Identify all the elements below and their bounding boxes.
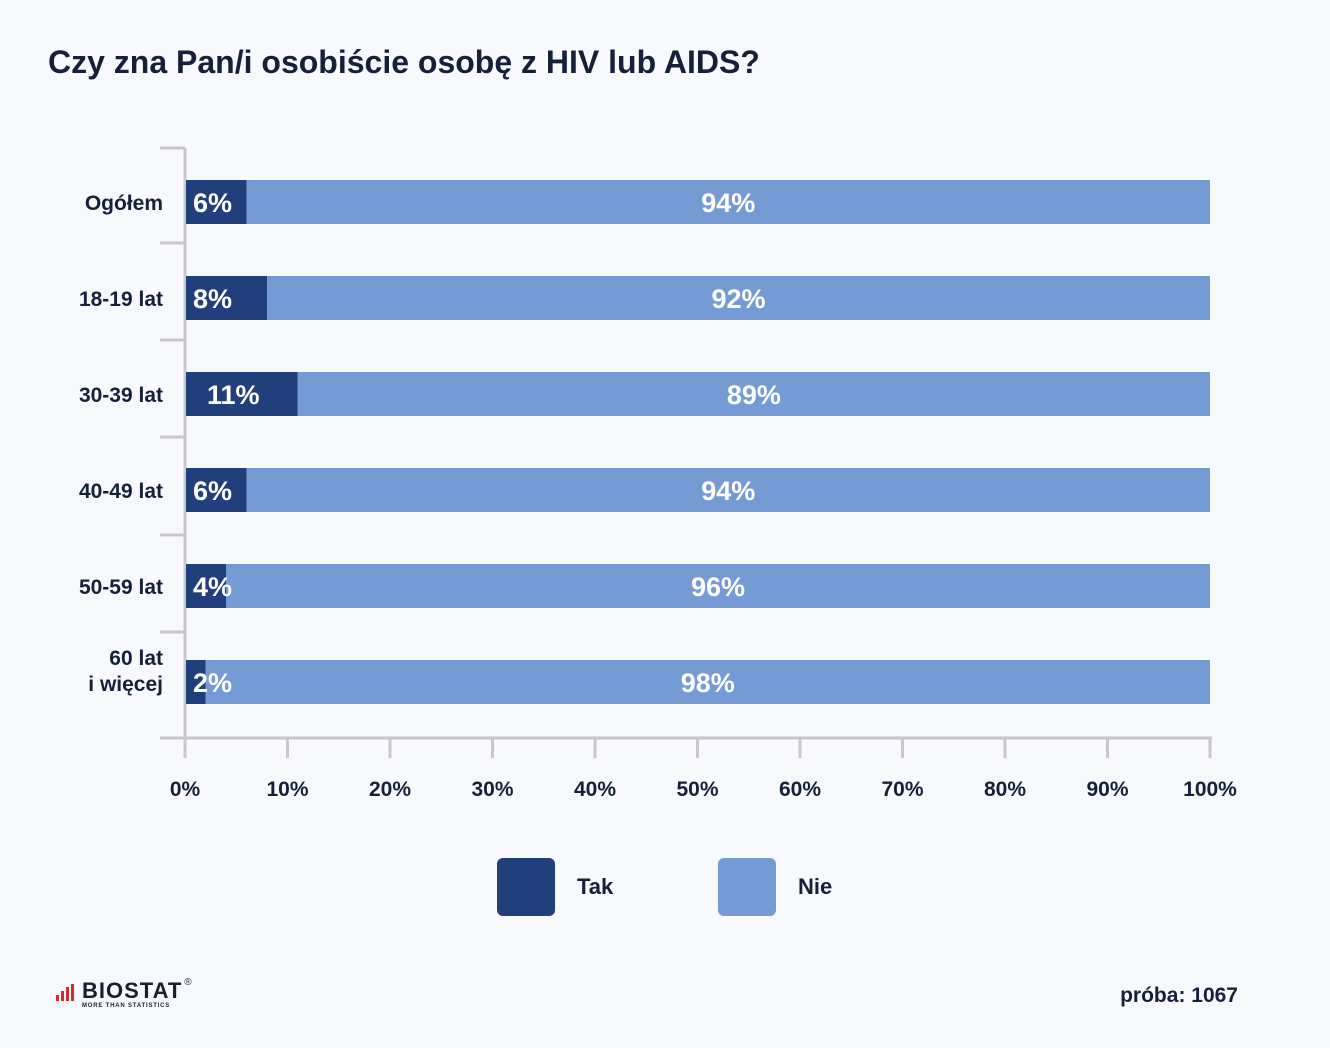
x-tick-label: 10% xyxy=(266,778,308,801)
chart-title: Czy zna Pan/i osobiście osobę z HIV lub … xyxy=(48,44,760,80)
category-label: Ogółem xyxy=(85,192,163,215)
bar-nie xyxy=(246,468,1210,512)
category-label: 60 lat xyxy=(109,647,163,670)
legend-item-tak: Tak xyxy=(497,858,613,916)
data-label-tak: 4% xyxy=(193,572,232,602)
x-tick-label: 90% xyxy=(1086,778,1128,801)
bar-nie xyxy=(267,276,1210,320)
data-label-tak: 6% xyxy=(193,188,232,218)
category-label: 30-39 lat xyxy=(79,384,163,407)
x-tick-label: 0% xyxy=(170,778,201,801)
category-label: 50-59 lat xyxy=(79,576,163,599)
x-tick-label: 100% xyxy=(1183,778,1237,801)
data-label-tak: 2% xyxy=(193,668,232,698)
x-tick-label: 70% xyxy=(881,778,923,801)
legend-swatch-nie xyxy=(718,858,776,916)
data-label-tak: 6% xyxy=(193,476,232,506)
legend-label-nie: Nie xyxy=(798,874,833,899)
bar-tak xyxy=(186,372,298,416)
category-label: 40-49 lat xyxy=(79,480,163,503)
bars-layer xyxy=(186,180,1210,704)
x-tick-label: 50% xyxy=(676,778,718,801)
bar-tak xyxy=(186,564,226,608)
logo-tagline: MORE THAN STATISTICS xyxy=(82,1003,171,1009)
x-tick-label: 30% xyxy=(471,778,513,801)
category-label: i więcej xyxy=(88,673,163,696)
x-tick-label: 80% xyxy=(984,778,1026,801)
x-tick-label: 20% xyxy=(369,778,411,801)
data-label-nie: 89% xyxy=(727,380,781,410)
stacked-bar-chart: 0% 10% 20% 30% 40% 50% 60% 70% 80% 90% 100% 6% 94% O… xyxy=(79,146,1237,801)
x-tick-label: 40% xyxy=(574,778,616,801)
bar-tak xyxy=(186,660,206,704)
data-label-nie: 98% xyxy=(681,668,735,698)
bar-tak xyxy=(186,180,247,224)
bar-nie xyxy=(226,564,1210,608)
data-label-nie: 96% xyxy=(691,572,745,602)
logo-name: BIOSTAT xyxy=(82,978,183,1003)
bar-tak xyxy=(186,468,247,512)
bar-nie xyxy=(297,372,1210,416)
logo-registered-mark: ® xyxy=(184,977,192,988)
legend-swatch-tak xyxy=(497,858,555,916)
category-label: 18-19 lat xyxy=(79,288,163,311)
x-tick-label: 60% xyxy=(779,778,821,801)
axis-layer: 0% 10% 20% 30% 40% 50% 60% 70% 80% 90% 100% xyxy=(160,146,1237,801)
legend: Tak Nie xyxy=(0,858,1330,916)
data-label-nie: 92% xyxy=(711,284,765,314)
legend-label-tak: Tak xyxy=(577,874,614,899)
bar-nie xyxy=(205,660,1210,704)
data-label-nie: 94% xyxy=(701,188,755,218)
data-label-tak: 11% xyxy=(207,380,260,410)
biostat-logo: BIOSTAT MORE THAN STATISTICS ® xyxy=(56,977,192,1009)
data-label-nie: 94% xyxy=(701,476,755,506)
legend-item-nie: Nie xyxy=(718,858,832,916)
bar-tak xyxy=(186,276,267,320)
sample-size: próba: 1067 xyxy=(1120,984,1238,1007)
bar-nie xyxy=(246,180,1210,224)
data-label-tak: 8% xyxy=(193,284,232,314)
labels-layer: 6% 94% Ogółem 8% 92% 18-19 lat 11% 89% 30-39 lat… xyxy=(79,188,781,698)
logo-bars-icon xyxy=(56,984,76,1001)
